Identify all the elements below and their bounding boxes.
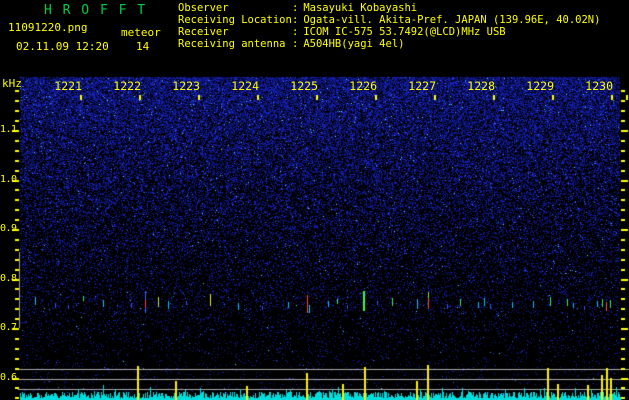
time-axis-label: 1225 [290,79,318,93]
frequency-axis-unit: kHz [2,77,22,90]
info-value: ICOM IC-575 53.7492(@LCD)MHz USB [303,26,506,38]
time-axis-label: 1226 [349,79,377,93]
meteor-count-label: meteor [121,26,161,39]
time-axis-label: 1223 [172,79,200,93]
app-title: H R O F F T [44,3,147,18]
time-axis-label: 1228 [467,79,495,93]
info-colon: : [292,14,299,26]
observation-datetime: 02.11.09 12:20 [16,40,109,53]
info-row: Receiver: ICOM IC-575 53.7492(@LCD)MHz US… [178,26,600,38]
info-colon: : [292,38,299,50]
time-axis-label: 1221 [54,79,82,93]
info-colon: : [292,2,299,14]
info-row: Receiving Location: Ogata-vill. Akita-Pre… [178,14,600,26]
info-label: Receiving Location [178,14,292,26]
info-value: Ogata-vill. Akita-Pref. JAPAN (139.96E, … [303,14,601,26]
meteor-count-value: 14 [136,40,150,53]
info-value: Masayuki Kobayashi [303,2,418,14]
frequency-axis-label: 0.8 [0,272,17,284]
info-row: Observer: Masayuki Kobayashi [178,2,600,14]
info-label: Receiver [178,26,229,38]
info-label: Observer [178,2,229,14]
time-axis-label: 1227 [408,79,436,93]
info-label: Receiving antenna [178,38,286,50]
time-axis-label: 1224 [231,79,259,93]
time-axis-label: 1222 [113,79,141,93]
frequency-axis-label: 0.6 [0,371,17,383]
info-value: A504HB(yagi 4el) [303,38,405,50]
info-colon: : [292,26,299,38]
output-filename: 11091220.png [8,21,88,34]
frequency-axis-label: 1.0 [0,173,17,185]
frequency-axis-label: 0.9 [0,223,17,234]
time-axis-label: 1229 [526,79,554,93]
time-axis-label: 1230 [585,79,613,93]
info-row: Receiving antenna: A504HB(yagi 4el) [178,38,600,50]
frequency-axis-label: 1.1 [0,124,17,135]
frequency-axis-label: 0.7 [0,322,17,333]
station-info: Observer: Masayuki Kobayashi Receiving Loc… [178,2,600,50]
